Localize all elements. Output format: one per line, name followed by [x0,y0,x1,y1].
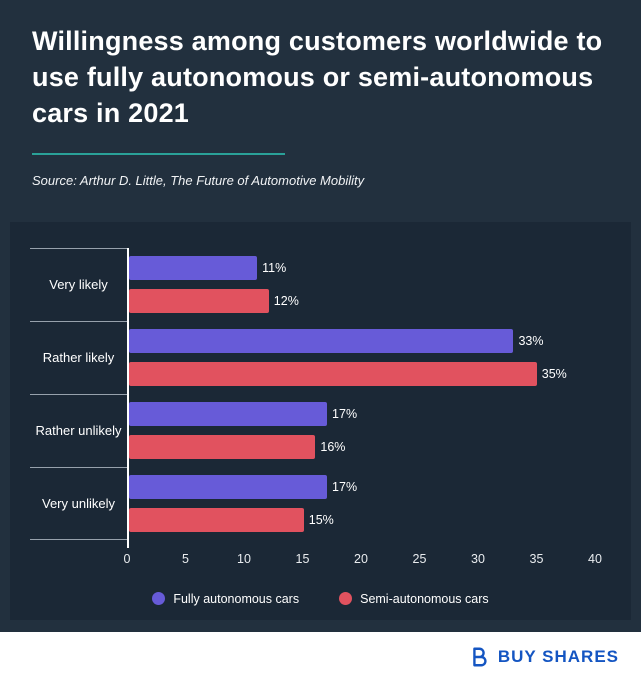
bar-value-label: 33% [518,333,544,348]
bar-row: 35% [129,361,595,386]
legend-dot-icon [152,592,166,606]
bar-value-label: 12% [273,293,299,308]
bar-row: 11% [129,255,595,280]
legend-dot-icon [339,592,353,606]
bar-segment [129,361,537,386]
source-citation: Source: Arthur D. Little, The Future of … [32,172,365,188]
bar-segment [129,255,258,280]
category-label: Rather likely [30,320,127,394]
legend-label: Fully autonomous cars [173,591,300,606]
brand-name: BUY SHARES [497,647,619,666]
x-axis-ticks: 0 5 10 15 20 25 30 35 40 [123,551,602,572]
bar-value-label: 17% [332,479,358,494]
bar-segment [129,507,304,532]
category-bars: 17% 15% [127,467,595,540]
chart-panel: Very likely 11% 12% Rather likely 33% 35% Rath… [10,221,631,620]
bar-segment [129,288,269,313]
bar-row: 12% [129,288,595,313]
category-label: Very likely [30,247,127,321]
x-tick-label: 5 [182,551,189,566]
bar-row: 33% [129,328,595,353]
x-tick-label: 35 [529,551,544,566]
chart-header: Willingness among customers worldwide to… [0,0,641,188]
x-tick-label: 15 [295,551,310,566]
bar-segment [129,328,514,353]
chart-category-row: Very unlikely 17% 15% [30,466,631,540]
brand-logo: BUY SHARES [468,646,619,668]
legend-item: Semi-autonomous cars [339,592,489,606]
bar-row: 17% [129,474,595,499]
footer-bar: BUY SHARES [0,632,641,682]
x-tick-label: 10 [237,551,251,566]
accent-divider [32,152,285,155]
y-axis-line [127,247,129,548]
chart-category-row: Very likely 11% 12% [30,247,631,321]
chart-rows: Very likely 11% 12% Rather likely 33% 35% Rath… [30,247,631,548]
category-label: Very unlikely [30,466,127,540]
bar-row: 16% [129,434,595,459]
category-bars: 17% 16% [127,394,595,467]
bar-segment [129,434,316,459]
chart-legend: Fully autonomous cars Semi-autonomous car… [10,592,631,606]
bar-value-label: 15% [308,512,334,527]
bar-row: 15% [129,507,595,532]
legend-label: Semi-autonomous cars [360,591,489,606]
bar-value-label: 16% [320,439,346,454]
category-bars: 11% 12% [127,248,595,321]
bar-value-label: 35% [541,366,567,381]
bar-segment [129,474,328,499]
x-tick-label: 25 [412,551,427,566]
bar-segment [129,401,328,426]
legend-item: Fully autonomous cars [152,592,299,606]
chart-category-row: Rather likely 33% 35% [30,320,631,394]
x-tick-label: 30 [471,551,485,566]
buyshares-logo-icon [468,646,490,668]
bar-value-label: 17% [332,406,358,421]
bar-row: 17% [129,401,595,426]
chart-category-row: Rather unlikely 17% 16% [30,393,631,467]
bar-value-label: 11% [262,260,287,275]
x-tick-label: 40 [588,551,602,566]
category-bars: 33% 35% [127,321,595,394]
x-tick-label: 0 [123,551,131,566]
x-tick-label: 20 [354,551,368,566]
category-label: Rather unlikely [30,393,127,467]
chart-title: Willingness among customers worldwide to… [32,26,603,128]
